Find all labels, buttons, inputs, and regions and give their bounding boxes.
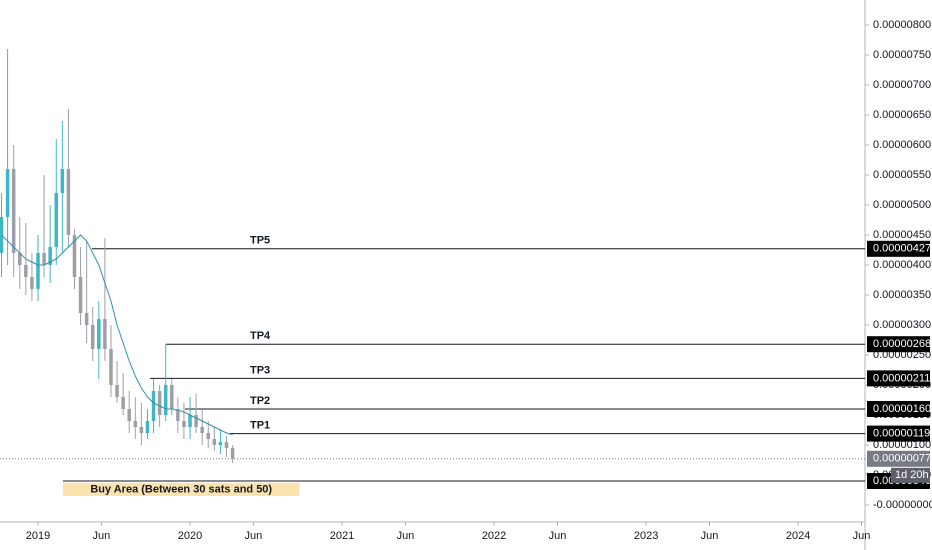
y-tick-label: 0.00000700 (873, 79, 931, 91)
candle-body (109, 349, 113, 386)
candle-body (60, 169, 65, 194)
candle-body (200, 427, 204, 434)
y-tick-label: 0.00000100 (873, 439, 931, 451)
price-tag (867, 425, 930, 442)
candle-body (133, 421, 138, 428)
candle-body (11, 169, 16, 254)
candle-body (194, 415, 198, 428)
price-tag-label: 0.00000427 (873, 243, 931, 255)
candle-body (163, 385, 168, 416)
candle-body (90, 325, 95, 350)
candle-body (188, 415, 192, 428)
price-tag-label: 0.00000211 (873, 372, 930, 384)
candle-body (48, 247, 52, 266)
price-tag (867, 401, 930, 418)
candle-body (97, 319, 101, 350)
price-tag-label: 0.00000077 (873, 453, 931, 465)
price-tag-label: 0.00000119 (873, 428, 930, 440)
y-tick-label: -0.00000000 (873, 499, 932, 511)
candle-body (42, 253, 46, 266)
x-tick-label: Jun (853, 530, 871, 542)
x-tick-label: 2021 (330, 530, 354, 542)
candle-body (66, 169, 71, 236)
x-tick-label: Jun (701, 530, 719, 542)
candle-body (5, 169, 10, 218)
price-tag (867, 240, 930, 257)
y-tick-label: 0.00000750 (873, 49, 931, 61)
candle-body (170, 385, 174, 410)
candle-body (224, 442, 229, 449)
candle-body (212, 439, 217, 446)
candle-body (230, 448, 235, 459)
candle-body (78, 277, 83, 314)
x-tick-label: Jun (549, 530, 567, 542)
candle-body (115, 385, 119, 398)
x-tick-label: Jun (93, 530, 111, 542)
moving-average (1, 234, 233, 436)
candle-body (36, 253, 40, 290)
buy-area (62, 482, 300, 497)
countdown-tag (891, 467, 930, 483)
candle-body (145, 421, 150, 434)
x-tick-label: Jun (397, 530, 415, 542)
y-tick-label: 0.00000800 (873, 19, 931, 31)
candle-body (176, 409, 180, 422)
y-tick-label: 0.00000600 (873, 139, 931, 151)
candle-body (121, 397, 125, 410)
x-tick-label: Jun (245, 530, 263, 542)
price-tag-label: 0.00000160 (873, 403, 931, 415)
x-tick-label: 2024 (786, 530, 810, 542)
candle-body (103, 319, 107, 350)
candle-body (54, 193, 58, 248)
price-tag (867, 336, 930, 353)
price-tag (867, 450, 930, 467)
candle-body (206, 433, 211, 440)
y-tick-label: 0.00000450 (873, 229, 931, 241)
candle-body (127, 409, 131, 422)
candle-body (151, 391, 156, 422)
y-tick-label: 0.00000500 (873, 199, 931, 211)
candle-body (139, 427, 144, 434)
y-tick-label: 0.00000300 (873, 319, 931, 331)
candle-body (218, 442, 223, 446)
candle-body (18, 253, 22, 266)
candle-body (84, 313, 89, 326)
y-tick-label: 0.00000550 (873, 169, 931, 181)
candle-body (182, 421, 186, 428)
x-tick-label: 2022 (482, 530, 506, 542)
candle-body (157, 391, 162, 416)
buy-area-label: Buy Area (Between 30 sats and 50) (90, 483, 272, 495)
candle-body (72, 235, 77, 278)
countdown: 1d 20h (895, 469, 929, 481)
x-tick-label: 2023 (634, 530, 658, 542)
price-tag-label: 0.00000268 (873, 338, 931, 350)
x-tick-label: 2019 (26, 530, 50, 542)
tp-label: TP3 (250, 364, 270, 376)
candle-body (30, 277, 34, 290)
candle-body (24, 265, 28, 278)
tp-label: TP2 (250, 395, 270, 407)
tp-label: TP1 (250, 420, 270, 432)
x-tick-label: 2020 (178, 530, 202, 542)
tp-label: TP4 (250, 330, 271, 342)
tp-label: TP5 (250, 235, 270, 247)
y-tick-label: 0.00000350 (873, 289, 931, 301)
y-tick-label: 0.00000400 (873, 259, 931, 271)
y-tick-label: 0.00000650 (873, 109, 931, 121)
price-tag (867, 370, 930, 387)
